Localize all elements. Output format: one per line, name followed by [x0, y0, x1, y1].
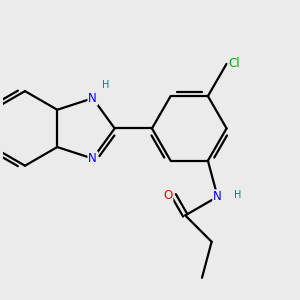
Text: H: H	[233, 190, 241, 200]
Text: H: H	[102, 80, 109, 91]
Text: N: N	[88, 152, 97, 165]
Text: N: N	[88, 92, 97, 105]
Text: Cl: Cl	[229, 57, 240, 70]
Text: N: N	[213, 190, 222, 203]
Text: O: O	[163, 189, 172, 202]
